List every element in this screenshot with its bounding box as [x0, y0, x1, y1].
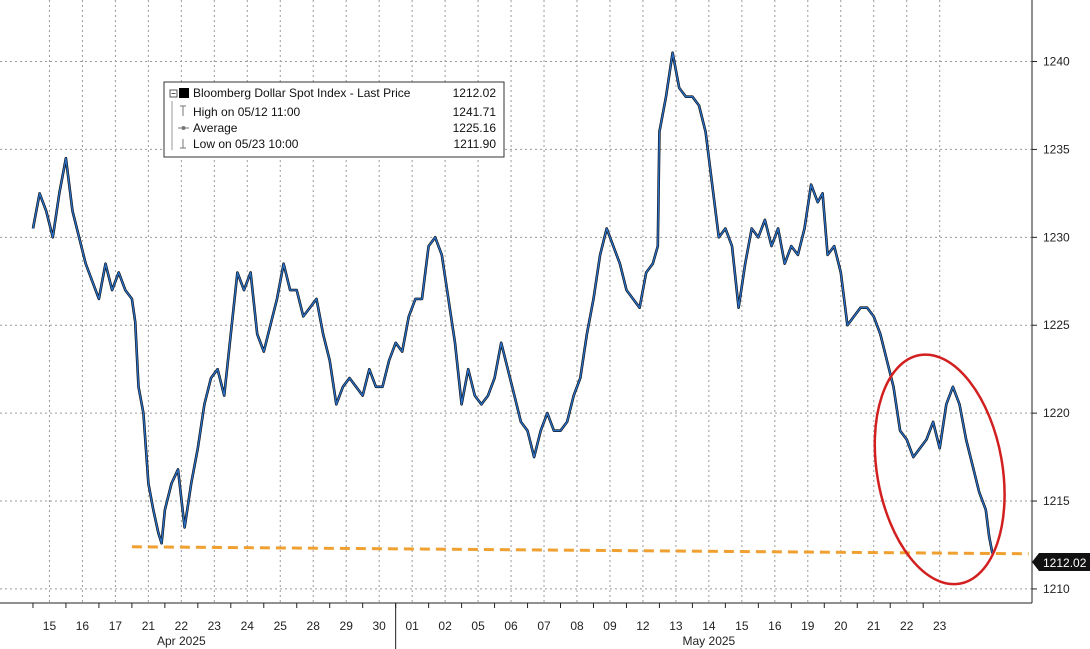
x-tick-label: 12 — [636, 619, 650, 633]
x-tick-label: 29 — [340, 619, 354, 633]
legend-title-value: 1212.02 — [453, 86, 497, 100]
y-tick-label: 1240 — [1043, 55, 1070, 69]
x-tick-label: 24 — [241, 619, 255, 633]
x-tick-label: 21 — [867, 619, 881, 633]
legend-high-label: High on 05/12 11:00 — [193, 105, 301, 119]
grid-layer — [0, 0, 1032, 603]
x-tick-label: 21 — [142, 619, 156, 633]
x-tick-label: 23 — [208, 619, 222, 633]
x-tick-label: 23 — [933, 619, 947, 633]
x-tick-label: 19 — [801, 619, 815, 633]
y-tick-label: 1230 — [1043, 230, 1070, 244]
last-price-tag: 1212.02 — [1032, 553, 1090, 571]
average-marker-icon-dot — [181, 126, 186, 130]
x-tick-label: 08 — [570, 619, 584, 633]
legend-box — [163, 81, 505, 158]
collapse-icon[interactable] — [169, 89, 178, 98]
x-tick-label: 17 — [109, 619, 123, 633]
y-tick-label: 1210 — [1043, 582, 1070, 596]
x-tick-label: 16 — [76, 619, 90, 633]
legend-low-label: Low on 05/23 10:00 — [193, 137, 299, 151]
x-tick-label: 01 — [405, 619, 419, 633]
chart-legend: Bloomberg Dollar Spot Index - Last Price… — [163, 81, 505, 158]
legend-low-value: 1211.90 — [454, 137, 497, 151]
x-tick-label: 06 — [504, 619, 518, 633]
series-swatch-icon — [179, 88, 189, 98]
last-price-tag-bg — [1032, 553, 1090, 571]
legend-title: Bloomberg Dollar Spot Index - Last Price — [193, 86, 411, 100]
x-tick-label: 22 — [900, 619, 914, 633]
x-tick-label: 07 — [537, 619, 551, 633]
series-line — [32, 52, 994, 554]
last-price-label: 1212.02 — [1043, 556, 1087, 570]
x-tick-label: 16 — [768, 619, 782, 633]
overlay-layer — [131, 353, 1029, 586]
legend-average-label: Average — [193, 121, 238, 135]
y-tick-label: 1220 — [1043, 406, 1070, 420]
x-tick-label: 02 — [438, 619, 452, 633]
y-tick-label: 1225 — [1043, 318, 1070, 332]
x-tick-label: 05 — [471, 619, 485, 633]
x-tick-label: 15 — [735, 619, 749, 633]
annotation-ellipse — [873, 353, 1006, 586]
x-tick-label: 22 — [175, 619, 189, 633]
reference-line — [131, 545, 1029, 556]
y-tick-label: 1215 — [1043, 494, 1070, 508]
x-tick-label: 09 — [603, 619, 617, 633]
x-tick-label: 13 — [669, 619, 683, 633]
x-tick-label: 14 — [702, 619, 716, 633]
legend-high-value: 1241.71 — [453, 105, 497, 119]
x-tick-label: 30 — [372, 619, 386, 633]
x-tick-label: 15 — [43, 619, 57, 633]
x-tick-label: 25 — [274, 619, 288, 633]
y-tick-label: 1235 — [1043, 142, 1070, 156]
legend-average-value: 1225.16 — [453, 121, 497, 135]
month-label: Apr 2025 — [157, 634, 206, 648]
x-tick-label: 20 — [834, 619, 848, 633]
series-layer — [31, 51, 994, 554]
x-tick-label: 28 — [307, 619, 321, 633]
month-label: May 2025 — [683, 634, 736, 648]
